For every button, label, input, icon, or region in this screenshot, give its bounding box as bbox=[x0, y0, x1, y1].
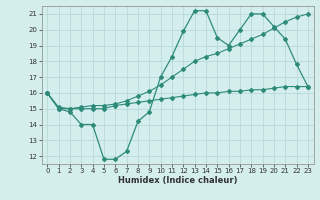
X-axis label: Humidex (Indice chaleur): Humidex (Indice chaleur) bbox=[118, 176, 237, 185]
